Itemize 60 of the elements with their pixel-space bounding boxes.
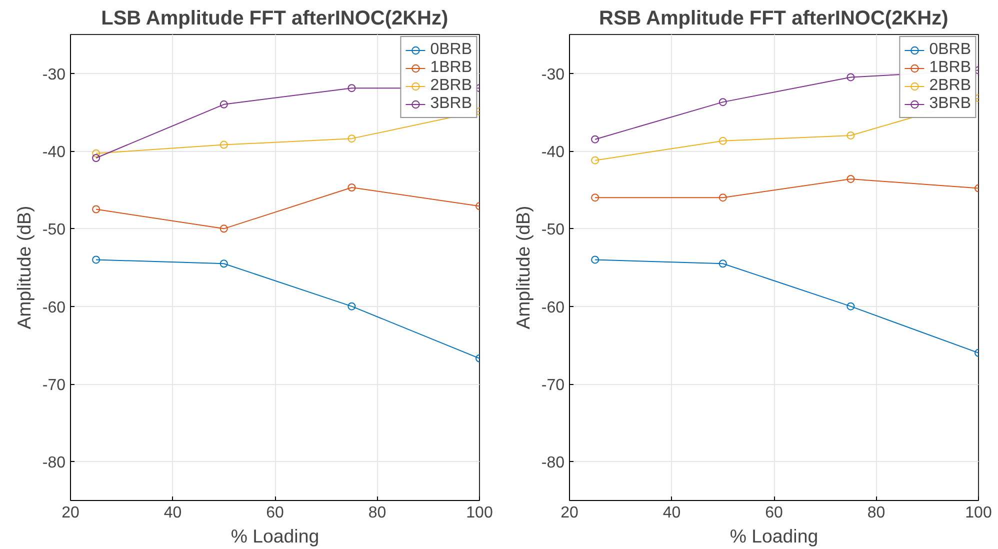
y-tick-label: -40	[541, 144, 565, 161]
legend-label: 3BRB	[430, 95, 472, 113]
point	[846, 73, 855, 82]
point	[591, 135, 600, 144]
x-tick-label: 100	[965, 504, 992, 522]
y-tick-label: -60	[42, 299, 66, 316]
point	[92, 149, 100, 158]
legend-label: 1BRB	[430, 59, 472, 77]
point	[846, 131, 855, 140]
point	[591, 256, 600, 264]
point	[718, 194, 727, 202]
x-axis-title: % Loading	[230, 526, 320, 546]
y-tick-label: -40	[42, 144, 66, 161]
point	[718, 136, 727, 145]
y-tick-label: -70	[42, 377, 66, 394]
legend-label: 0BRB	[929, 41, 971, 59]
point	[348, 84, 356, 92]
point	[846, 302, 855, 310]
point	[92, 154, 100, 162]
y-tick-label: -80	[42, 454, 66, 472]
point	[220, 260, 228, 268]
legend-label: 2BRB	[430, 77, 472, 95]
point	[348, 302, 356, 310]
x-tick-label: 40	[662, 504, 681, 522]
y-axis-title: Amplitude (dB)	[512, 206, 534, 330]
legend-label: 0BRB	[430, 41, 472, 59]
y-axis-title: Amplitude (dB)	[13, 206, 34, 330]
point	[220, 100, 228, 108]
point	[718, 260, 727, 268]
point	[220, 140, 228, 149]
chart-title: RSB Amplitude FFT afterINOC(2KHz)	[599, 8, 948, 30]
x-tick-label: 60	[266, 504, 284, 522]
legend-label: 2BRB	[929, 77, 971, 95]
chart-title: LSB Amplitude FFT afterINOC(2KHz)	[101, 8, 448, 30]
y-tick-label: -30	[541, 66, 565, 84]
x-tick-label: 20	[560, 504, 578, 522]
point	[591, 156, 600, 164]
legend-label: 1BRB	[929, 59, 971, 77]
y-tick-label: -60	[541, 299, 565, 316]
x-tick-label: 80	[867, 504, 886, 522]
x-tick-label: 20	[62, 504, 80, 522]
point	[92, 256, 100, 264]
x-tick-label: 80	[368, 504, 386, 522]
point	[591, 194, 600, 202]
point	[220, 224, 228, 233]
y-tick-label: -80	[541, 454, 565, 472]
y-tick-label: -50	[541, 222, 565, 239]
x-tick-label: 100	[466, 504, 493, 522]
legend-label: 3BRB	[929, 95, 971, 113]
point	[92, 205, 100, 214]
point	[348, 184, 356, 192]
x-tick-label: 40	[164, 504, 182, 522]
x-tick-label: 60	[765, 504, 783, 522]
x-axis-title: % Loading	[730, 526, 818, 546]
y-tick-label: -50	[42, 222, 66, 239]
point	[348, 134, 356, 143]
y-tick-label: -70	[541, 377, 565, 394]
point	[846, 174, 855, 183]
point	[718, 98, 727, 106]
y-tick-label: -30	[42, 66, 66, 84]
